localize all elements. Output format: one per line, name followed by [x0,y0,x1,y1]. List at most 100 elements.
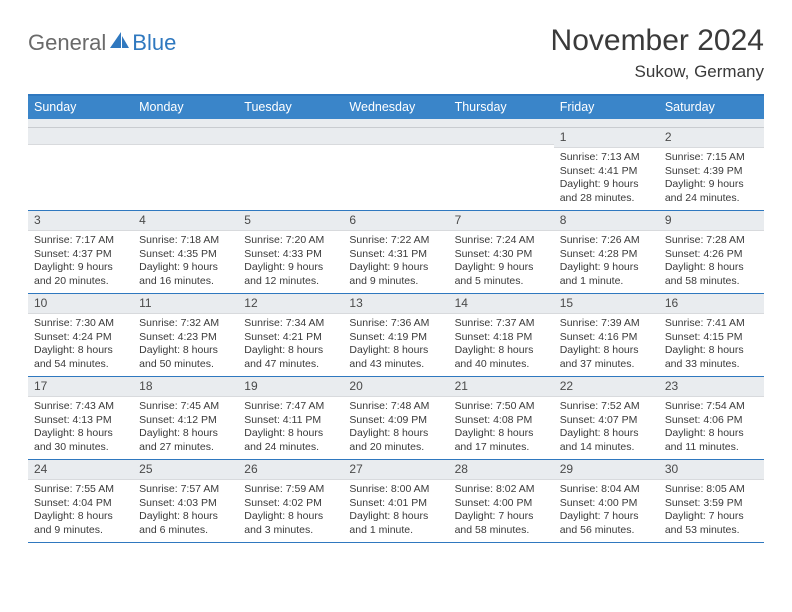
sunset-text: Sunset: 4:15 PM [665,331,758,344]
sunset-text: Sunset: 4:37 PM [34,248,127,261]
week-row: 3Sunrise: 7:17 AMSunset: 4:37 PMDaylight… [28,211,764,294]
daylight-text: Daylight: 8 hours and 58 minutes. [665,261,758,288]
day-number: 5 [238,211,343,231]
month-title: November 2024 [551,24,764,58]
day-number [28,128,133,145]
sail-icon [110,32,130,55]
day-number: 30 [659,460,764,480]
sunset-text: Sunset: 4:03 PM [139,497,232,510]
sunrise-text: Sunrise: 7:20 AM [244,234,337,247]
sunrise-text: Sunrise: 7:54 AM [665,400,758,413]
day-cell: 24Sunrise: 7:55 AMSunset: 4:04 PMDayligh… [28,460,133,542]
daylight-text: Daylight: 9 hours and 12 minutes. [244,261,337,288]
day-cell: 7Sunrise: 7:24 AMSunset: 4:30 PMDaylight… [449,211,554,293]
day-body: Sunrise: 7:47 AMSunset: 4:11 PMDaylight:… [238,397,343,458]
day-number: 27 [343,460,448,480]
day-number [449,128,554,145]
day-number [238,128,343,145]
day-body: Sunrise: 7:57 AMSunset: 4:03 PMDaylight:… [133,480,238,541]
week-row: 24Sunrise: 7:55 AMSunset: 4:04 PMDayligh… [28,460,764,543]
day-body: Sunrise: 8:05 AMSunset: 3:59 PMDaylight:… [659,480,764,541]
brand-logo: General Blue [28,30,176,56]
day-cell: 8Sunrise: 7:26 AMSunset: 4:28 PMDaylight… [554,211,659,293]
day-number: 2 [659,128,764,148]
sunset-text: Sunset: 4:00 PM [455,497,548,510]
day-number: 3 [28,211,133,231]
day-cell: 9Sunrise: 7:28 AMSunset: 4:26 PMDaylight… [659,211,764,293]
day-number: 11 [133,294,238,314]
day-body: Sunrise: 7:22 AMSunset: 4:31 PMDaylight:… [343,231,448,292]
day-body: Sunrise: 7:28 AMSunset: 4:26 PMDaylight:… [659,231,764,292]
daylight-text: Daylight: 8 hours and 33 minutes. [665,344,758,371]
day-cell [133,128,238,210]
day-number: 6 [343,211,448,231]
daylight-text: Daylight: 8 hours and 1 minute. [349,510,442,537]
sunset-text: Sunset: 4:08 PM [455,414,548,427]
daylight-text: Daylight: 9 hours and 1 minute. [560,261,653,288]
day-number: 1 [554,128,659,148]
day-body: Sunrise: 7:32 AMSunset: 4:23 PMDaylight:… [133,314,238,375]
day-body: Sunrise: 7:34 AMSunset: 4:21 PMDaylight:… [238,314,343,375]
day-number: 28 [449,460,554,480]
day-body: Sunrise: 7:39 AMSunset: 4:16 PMDaylight:… [554,314,659,375]
day-body: Sunrise: 8:02 AMSunset: 4:00 PMDaylight:… [449,480,554,541]
day-cell: 2Sunrise: 7:15 AMSunset: 4:39 PMDaylight… [659,128,764,210]
sunset-text: Sunset: 4:31 PM [349,248,442,261]
sunrise-text: Sunrise: 7:28 AM [665,234,758,247]
day-body: Sunrise: 8:00 AMSunset: 4:01 PMDaylight:… [343,480,448,541]
weeks-container: 1Sunrise: 7:13 AMSunset: 4:41 PMDaylight… [28,128,764,543]
day-body: Sunrise: 7:55 AMSunset: 4:04 PMDaylight:… [28,480,133,541]
sunrise-text: Sunrise: 7:48 AM [349,400,442,413]
calendar-page: General Blue November 2024 Sukow, German… [0,0,792,559]
daylight-text: Daylight: 8 hours and 40 minutes. [455,344,548,371]
day-cell: 4Sunrise: 7:18 AMSunset: 4:35 PMDaylight… [133,211,238,293]
sunset-text: Sunset: 4:19 PM [349,331,442,344]
sunrise-text: Sunrise: 7:43 AM [34,400,127,413]
day-cell: 25Sunrise: 7:57 AMSunset: 4:03 PMDayligh… [133,460,238,542]
title-block: November 2024 Sukow, Germany [551,24,764,82]
daylight-text: Daylight: 7 hours and 53 minutes. [665,510,758,537]
day-number: 9 [659,211,764,231]
day-header: Saturday [659,96,764,119]
daylight-text: Daylight: 9 hours and 28 minutes. [560,178,653,205]
sunset-text: Sunset: 4:06 PM [665,414,758,427]
sunrise-text: Sunrise: 7:39 AM [560,317,653,330]
day-cell: 27Sunrise: 8:00 AMSunset: 4:01 PMDayligh… [343,460,448,542]
daylight-text: Daylight: 8 hours and 30 minutes. [34,427,127,454]
daylight-text: Daylight: 8 hours and 14 minutes. [560,427,653,454]
day-cell: 6Sunrise: 7:22 AMSunset: 4:31 PMDaylight… [343,211,448,293]
day-header: Wednesday [343,96,448,119]
sunset-text: Sunset: 4:16 PM [560,331,653,344]
day-number: 4 [133,211,238,231]
sunrise-text: Sunrise: 7:50 AM [455,400,548,413]
day-cell [238,128,343,210]
day-cell [28,128,133,210]
day-cell: 30Sunrise: 8:05 AMSunset: 3:59 PMDayligh… [659,460,764,542]
day-body: Sunrise: 7:54 AMSunset: 4:06 PMDaylight:… [659,397,764,458]
day-cell: 19Sunrise: 7:47 AMSunset: 4:11 PMDayligh… [238,377,343,459]
day-body: Sunrise: 7:48 AMSunset: 4:09 PMDaylight:… [343,397,448,458]
sunrise-text: Sunrise: 7:36 AM [349,317,442,330]
day-number: 8 [554,211,659,231]
sunset-text: Sunset: 4:35 PM [139,248,232,261]
sunrise-text: Sunrise: 7:30 AM [34,317,127,330]
daylight-text: Daylight: 7 hours and 56 minutes. [560,510,653,537]
day-cell: 17Sunrise: 7:43 AMSunset: 4:13 PMDayligh… [28,377,133,459]
day-cell: 3Sunrise: 7:17 AMSunset: 4:37 PMDaylight… [28,211,133,293]
day-number: 21 [449,377,554,397]
daylight-text: Daylight: 8 hours and 6 minutes. [139,510,232,537]
day-body: Sunrise: 7:41 AMSunset: 4:15 PMDaylight:… [659,314,764,375]
sunrise-text: Sunrise: 7:45 AM [139,400,232,413]
day-number: 10 [28,294,133,314]
sunrise-text: Sunrise: 7:13 AM [560,151,653,164]
sunrise-text: Sunrise: 7:41 AM [665,317,758,330]
daylight-text: Daylight: 8 hours and 20 minutes. [349,427,442,454]
day-body: Sunrise: 7:59 AMSunset: 4:02 PMDaylight:… [238,480,343,541]
daylight-text: Daylight: 9 hours and 20 minutes. [34,261,127,288]
sunrise-text: Sunrise: 7:32 AM [139,317,232,330]
daylight-text: Daylight: 9 hours and 16 minutes. [139,261,232,288]
day-number [133,128,238,145]
daylight-text: Daylight: 9 hours and 24 minutes. [665,178,758,205]
day-number: 19 [238,377,343,397]
sunset-text: Sunset: 4:18 PM [455,331,548,344]
